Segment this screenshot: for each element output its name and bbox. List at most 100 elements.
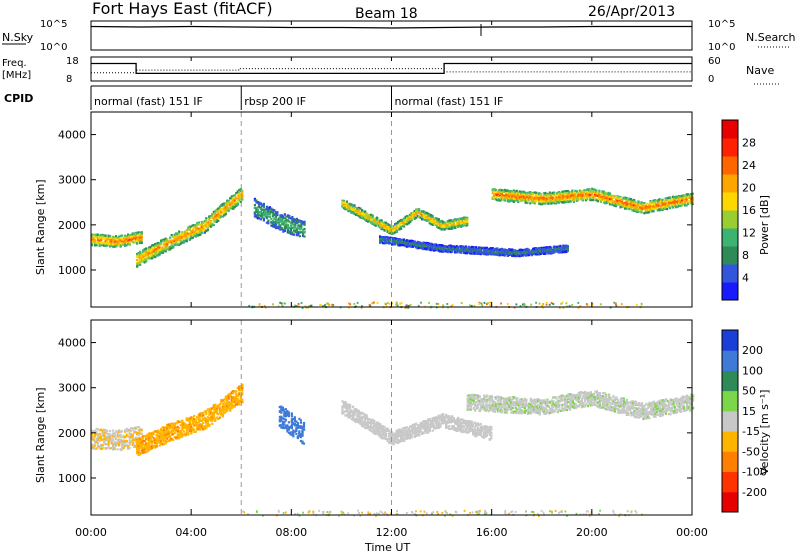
power-echo-cell [443, 245, 446, 248]
power-echo-cell [491, 188, 494, 191]
power-echo-cell [433, 243, 436, 246]
power-echo-cell [158, 242, 161, 245]
power-echo-cell [439, 221, 442, 225]
power-echo-cell [455, 248, 458, 251]
power-echo-cell [431, 222, 434, 225]
power-echo-cell [223, 208, 226, 211]
power-echo-cell [342, 207, 346, 210]
power-echo-cell [553, 245, 556, 248]
power-echo-cell [565, 245, 568, 248]
power-echo-cell [457, 218, 460, 221]
power-echo-cell [104, 242, 107, 245]
power-echo-cell [517, 196, 520, 199]
power-echo-cell [145, 248, 148, 251]
power-echo-cell [604, 200, 607, 203]
power-echo-cell [602, 200, 606, 203]
power-echo-cell [509, 192, 512, 195]
power-echo-cell [608, 193, 612, 196]
power-echo-cell [542, 193, 545, 196]
power-echo-cell [437, 218, 440, 221]
power-echo-cell [512, 252, 515, 255]
power-echo-cell [536, 248, 539, 252]
power-echo-cell [500, 198, 503, 201]
power-echo-cell [276, 211, 279, 214]
power-echo-cell [535, 198, 538, 201]
power-echo-cell [554, 248, 557, 251]
power-echo-cell [512, 197, 515, 200]
power-echo-cell [134, 238, 137, 241]
power-echo-cell [139, 257, 142, 260]
power-echo-cell [536, 194, 539, 197]
power-echo-cell [649, 207, 652, 210]
power-echo-cell [572, 196, 575, 199]
noise-panel: N.Sky 10^5 10^0 10^5 10^0 N.Search [2, 19, 796, 53]
power-echo-cell [454, 246, 457, 249]
power-echo-cell [386, 226, 389, 229]
power-echo-cell [644, 205, 648, 208]
power-echo-cell [194, 223, 197, 226]
power-echo-cell [445, 226, 448, 229]
power-echo-cell [437, 243, 440, 247]
power-echo-cell [92, 237, 95, 240]
power-echo-cell [383, 239, 386, 242]
power-echo-cell [218, 216, 221, 219]
power-echo-cell [484, 246, 487, 250]
power-echo-cell [626, 206, 630, 209]
power-echo-cell [179, 234, 182, 237]
power-echo-cell [499, 192, 502, 195]
power-echo-cell [527, 249, 530, 252]
power-echo-cell [449, 248, 452, 252]
power-echo-cell [187, 234, 190, 237]
power-echo-cell [286, 226, 289, 229]
power-echo-cell [431, 218, 434, 221]
power-echo-cell [416, 240, 419, 243]
power-echo-cell [137, 256, 140, 259]
power-echo-cell [145, 260, 148, 263]
power-echo-cell [109, 235, 112, 238]
power-echo-cell [514, 250, 517, 253]
power-echo-cell [255, 201, 258, 204]
power-echo-cell [565, 248, 568, 251]
power-echo-cell [637, 201, 640, 204]
power-echo-cell [463, 223, 466, 226]
power-echo-cell [400, 241, 403, 244]
power-echo-cell [623, 203, 627, 206]
power-echo-cell [232, 194, 235, 197]
power-echo-cell [455, 250, 458, 253]
power-echo-cell [553, 202, 556, 205]
power-echo-cell [368, 214, 371, 217]
power-echo-cell [149, 253, 152, 256]
power-echo-cell [595, 194, 598, 197]
power-echo-cell [590, 192, 593, 195]
power-echo-cell [500, 249, 503, 252]
power-echo-cell [518, 197, 521, 200]
power-echo-cell [559, 244, 562, 247]
power-echo-cell [103, 234, 106, 237]
power-echo-cell [523, 253, 526, 256]
power-echo-cell [175, 239, 178, 242]
power-echo-cell [491, 196, 494, 199]
power-echo-cell [535, 248, 538, 251]
power-echo-cell [273, 225, 276, 228]
power-echo-cell [446, 250, 449, 253]
power-echo-cell [136, 237, 139, 240]
power-echo-cell [91, 233, 94, 236]
power-echo-cell [440, 225, 443, 228]
power-echo-cell [421, 244, 424, 247]
power-echo-cell [488, 252, 491, 255]
power-echo-cell [94, 240, 97, 243]
power-echo-cell [261, 212, 264, 215]
power-echo-cell [598, 196, 601, 199]
power-echo-cell [359, 207, 362, 210]
power-echo-cell [236, 199, 239, 202]
power-echo-cell [152, 246, 155, 250]
power-echo-cell [241, 194, 244, 197]
power-echo-cell [291, 226, 294, 230]
power-echo-cell [230, 199, 233, 202]
power-echo-cell [449, 219, 452, 222]
power-echo-cell [238, 190, 241, 193]
power-echo-cell [124, 241, 127, 244]
power-echo-cell [163, 246, 166, 250]
power-echo-cell [482, 250, 485, 253]
power-echo-cell [137, 253, 140, 256]
